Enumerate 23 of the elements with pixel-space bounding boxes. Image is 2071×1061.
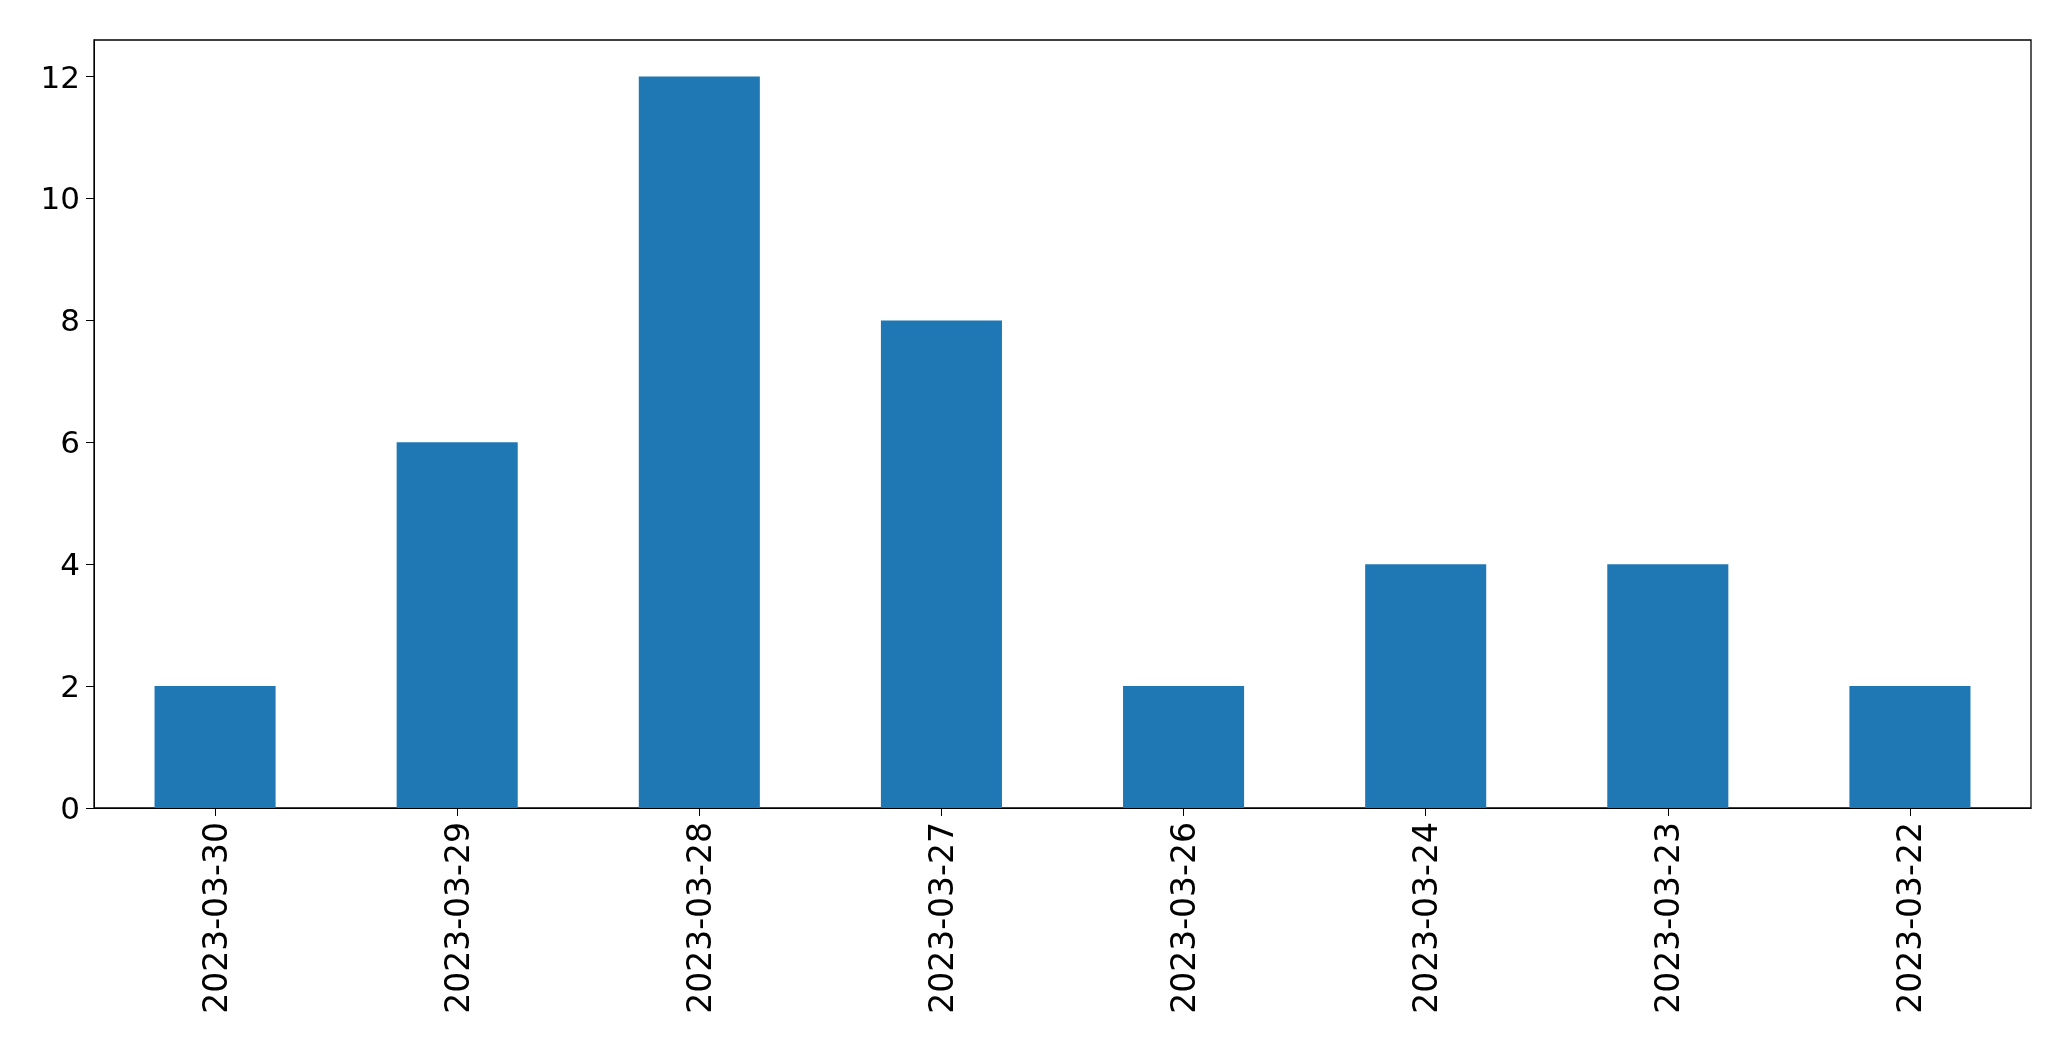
y-tick-label: 12: [40, 58, 80, 95]
x-tick-label: 2023-03-30: [195, 822, 235, 1014]
y-tick-label: 4: [60, 546, 80, 583]
bar: [154, 686, 276, 808]
x-tick-label: 2023-03-23: [1648, 822, 1688, 1014]
x-tick-label: 2023-03-29: [437, 822, 477, 1014]
y-tick-label: 2: [60, 668, 80, 705]
bar: [396, 442, 518, 808]
bar: [1365, 564, 1487, 808]
x-tick-label: 2023-03-28: [679, 822, 719, 1014]
y-tick-label: 10: [40, 180, 80, 217]
y-tick-label: 8: [60, 302, 80, 339]
x-tick-label: 2023-03-24: [1406, 822, 1446, 1014]
bar: [1607, 564, 1729, 808]
x-tick-label: 2023-03-22: [1890, 822, 1930, 1014]
y-tick-label: 6: [60, 424, 80, 461]
bar: [1123, 686, 1245, 808]
bar: [880, 320, 1002, 808]
bar: [1849, 686, 1971, 808]
bar: [638, 76, 760, 808]
y-tick-label: 0: [60, 790, 80, 826]
x-tick-label: 2023-03-26: [1164, 822, 1204, 1014]
x-tick-label: 2023-03-27: [921, 822, 961, 1014]
